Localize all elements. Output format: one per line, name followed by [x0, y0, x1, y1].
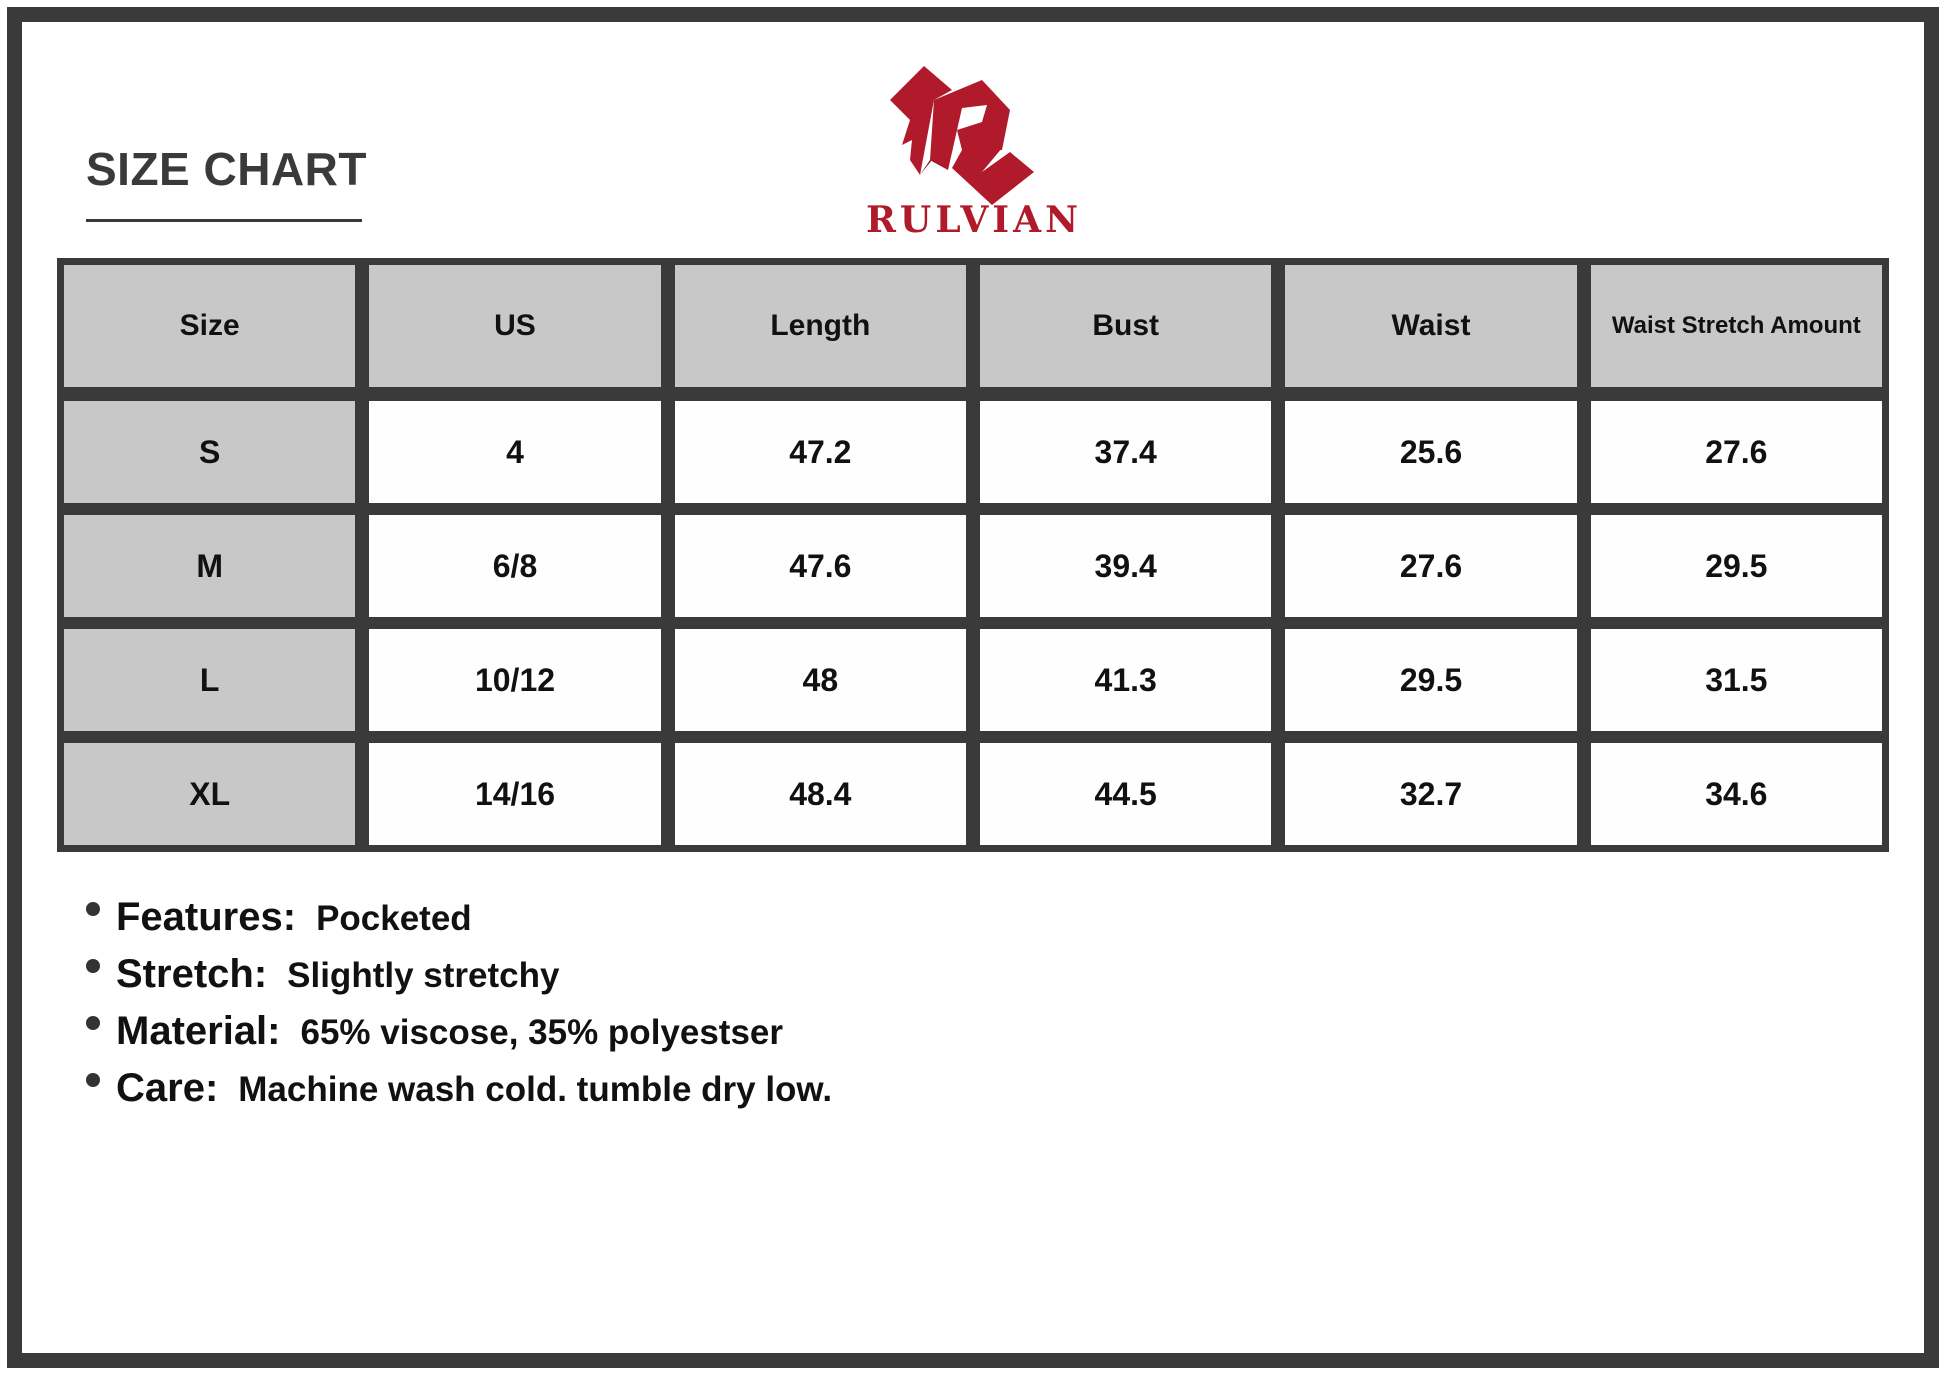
table-cell: 31.5 — [1590, 629, 1882, 731]
table-cell: 39.4 — [980, 515, 1272, 617]
bullet-icon — [86, 1016, 100, 1030]
column-header: Size — [64, 265, 356, 387]
table-cell: 27.6 — [1285, 515, 1577, 617]
note-item: Stretch: Slightly stretchy — [86, 952, 832, 1009]
size-label-cell: S — [64, 401, 356, 503]
table-cell: 29.5 — [1590, 515, 1882, 617]
table-cell: 41.3 — [980, 629, 1272, 731]
size-label-cell: L — [64, 629, 356, 731]
brand-wordmark: RULVIAN — [866, 199, 1082, 240]
column-header: Length — [674, 265, 966, 387]
table-cell: 27.6 — [1590, 401, 1882, 503]
size-table: Size US Length Bust Waist Waist Stretch Amoun… — [57, 258, 1889, 852]
note-item: Material: 65% viscose, 35% polyestser — [86, 1009, 832, 1066]
column-header: US — [369, 265, 661, 387]
note-item: Care: Machine wash cold. tumble dry low. — [86, 1066, 832, 1123]
bullet-icon — [86, 1073, 100, 1087]
brand-logo: RULVIAN — [866, 66, 1082, 240]
table-cell: 47.2 — [674, 401, 966, 503]
size-label-cell: XL — [64, 743, 356, 845]
table-cell: 44.5 — [980, 743, 1272, 845]
table-cell: 29.5 — [1285, 629, 1577, 731]
table-cell: 14/16 — [369, 743, 661, 845]
table-cell: 37.4 — [980, 401, 1272, 503]
table-cell: 32.7 — [1285, 743, 1577, 845]
table-cell: 48 — [674, 629, 966, 731]
note-value: Slightly stretchy — [287, 956, 560, 995]
note-value: 65% viscose, 35% polyestser — [300, 1013, 784, 1052]
product-notes: Features: Pocketed Stretch: Slightly stretc… — [86, 895, 832, 1123]
table-cell: 47.6 — [674, 515, 966, 617]
column-header: Bust — [980, 265, 1272, 387]
note-value: Machine wash cold. tumble dry low. — [238, 1070, 833, 1109]
note-label: Care: — [116, 1066, 219, 1110]
table-cell: 48.4 — [674, 743, 966, 845]
title-underline — [86, 219, 362, 222]
table-cell: 6/8 — [369, 515, 661, 617]
table-cell: 4 — [369, 401, 661, 503]
bullet-icon — [86, 959, 100, 973]
column-header: Waist — [1285, 265, 1577, 387]
size-label-cell: M — [64, 515, 356, 617]
note-label: Material: — [116, 1009, 281, 1053]
column-header: Waist Stretch Amount — [1590, 265, 1882, 387]
table-cell: 10/12 — [369, 629, 661, 731]
table-cell: 34.6 — [1590, 743, 1882, 845]
note-label: Features: — [116, 895, 297, 939]
table-cell: 25.6 — [1285, 401, 1577, 503]
note-label: Stretch: — [116, 952, 268, 996]
bullet-icon — [86, 902, 100, 916]
note-value: Pocketed — [316, 899, 472, 938]
page-title: SIZE CHART — [86, 143, 367, 195]
note-item: Features: Pocketed — [86, 895, 832, 952]
